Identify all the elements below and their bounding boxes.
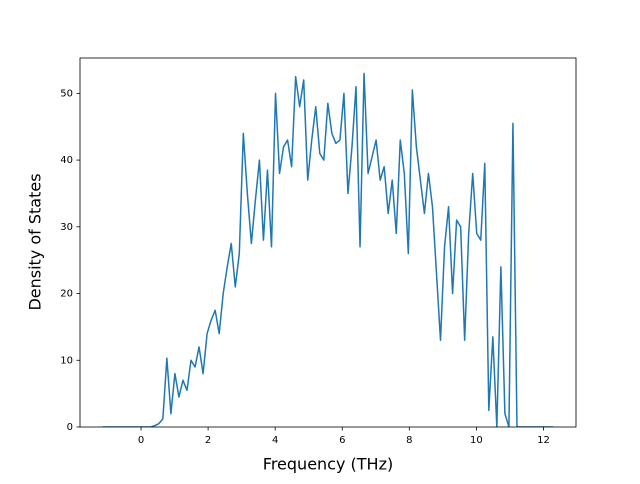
x-tick-label: 4 bbox=[272, 435, 278, 446]
y-tick-label: 0 bbox=[67, 422, 73, 433]
x-axis-label: Frequency (THz) bbox=[263, 455, 393, 474]
y-axis-label: Density of States bbox=[26, 173, 45, 310]
x-tick-label: 6 bbox=[339, 435, 345, 446]
y-tick-label: 40 bbox=[60, 155, 73, 166]
axes-frame bbox=[79, 57, 577, 428]
y-tick-label: 20 bbox=[60, 289, 73, 300]
y-tick-label: 50 bbox=[60, 88, 73, 99]
x-tick-label: 10 bbox=[470, 435, 483, 446]
y-tick-label: 10 bbox=[60, 355, 73, 366]
x-tick-label: 12 bbox=[537, 435, 550, 446]
x-tick-label: 8 bbox=[406, 435, 412, 446]
x-tick-label: 0 bbox=[138, 435, 144, 446]
y-tick-label: 30 bbox=[60, 222, 73, 233]
x-tick-label: 2 bbox=[205, 435, 211, 446]
data-line bbox=[102, 72, 554, 427]
